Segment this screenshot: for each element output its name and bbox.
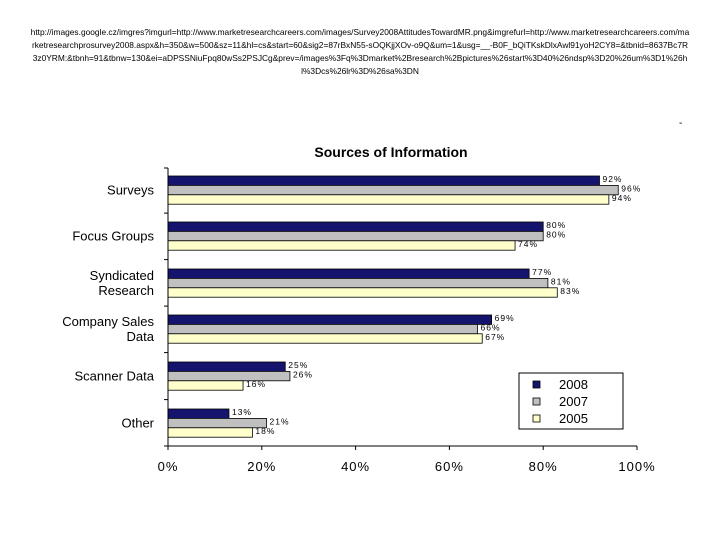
- data-label: 77%: [532, 267, 552, 277]
- category-label: Surveys: [107, 183, 154, 198]
- data-label: 94%: [612, 193, 632, 203]
- x-tick-label: 100%: [618, 459, 655, 474]
- data-label: 83%: [560, 286, 580, 296]
- bar-2005: [167, 333, 483, 344]
- data-label: 13%: [232, 407, 252, 417]
- corner-dash-mark: -: [679, 118, 683, 129]
- legend-label-2008: 2008: [559, 377, 588, 392]
- category-label: Focus Groups: [72, 229, 154, 244]
- x-tick-label: 20%: [247, 459, 276, 474]
- data-label: 16%: [246, 379, 266, 389]
- legend-swatch-2008: [532, 380, 541, 389]
- data-label: 81%: [551, 276, 571, 286]
- data-label: 80%: [546, 220, 566, 230]
- bar-2005: [167, 287, 558, 298]
- category-label: Syndicated: [90, 268, 154, 283]
- x-tick-label: 40%: [341, 459, 370, 474]
- data-label: 18%: [255, 426, 275, 436]
- bar-2008: [167, 314, 493, 325]
- category-label: Research: [98, 283, 154, 298]
- legend-label-2005: 2005: [559, 411, 588, 426]
- category-label: Scanner Data: [75, 369, 155, 384]
- legend-swatch-2005: [532, 414, 541, 423]
- data-label: 21%: [269, 416, 289, 426]
- data-label: 80%: [546, 229, 566, 239]
- data-label: 74%: [518, 239, 538, 249]
- bars-group: 92%96%94%80%80%74%77%81%83%69%66%67%25%2…: [167, 174, 641, 438]
- x-tick-label: 80%: [529, 459, 558, 474]
- bar-2008: [167, 221, 544, 232]
- data-label: 69%: [495, 313, 515, 323]
- bar-2007: [167, 230, 544, 242]
- bar-2005: [167, 380, 244, 391]
- bar-2007: [167, 323, 478, 335]
- image-url-text: http://images.google.cz/imgres?imgurl=ht…: [30, 27, 690, 76]
- data-label: 96%: [621, 183, 641, 193]
- legend-swatch-2007: [532, 397, 541, 406]
- bar-2005: [167, 240, 516, 251]
- data-label: 25%: [288, 360, 308, 370]
- data-label: 67%: [485, 332, 505, 342]
- bar-2005: [167, 427, 253, 438]
- x-tick-label: 0%: [158, 459, 179, 474]
- category-label: Company Sales: [62, 314, 154, 329]
- x-tick-label: 60%: [435, 459, 464, 474]
- bar-2007: [167, 370, 291, 382]
- bar-2008: [167, 268, 530, 279]
- chart-title: Sources of Information: [314, 144, 467, 160]
- data-label: 66%: [481, 322, 501, 332]
- data-label: 26%: [293, 369, 313, 379]
- bar-2007: [167, 417, 267, 429]
- bar-2008: [167, 361, 286, 372]
- legend: 2008 2007 2005: [518, 372, 624, 430]
- legend-label-2007: 2007: [559, 394, 588, 409]
- bar-2008: [167, 175, 600, 186]
- bar-2008: [167, 408, 230, 419]
- bar-2005: [167, 194, 610, 205]
- category-label: Data: [127, 329, 155, 344]
- data-label: 92%: [602, 174, 622, 184]
- category-label: Other: [121, 416, 154, 431]
- bar-2007: [167, 277, 549, 289]
- bar-2007: [167, 184, 619, 196]
